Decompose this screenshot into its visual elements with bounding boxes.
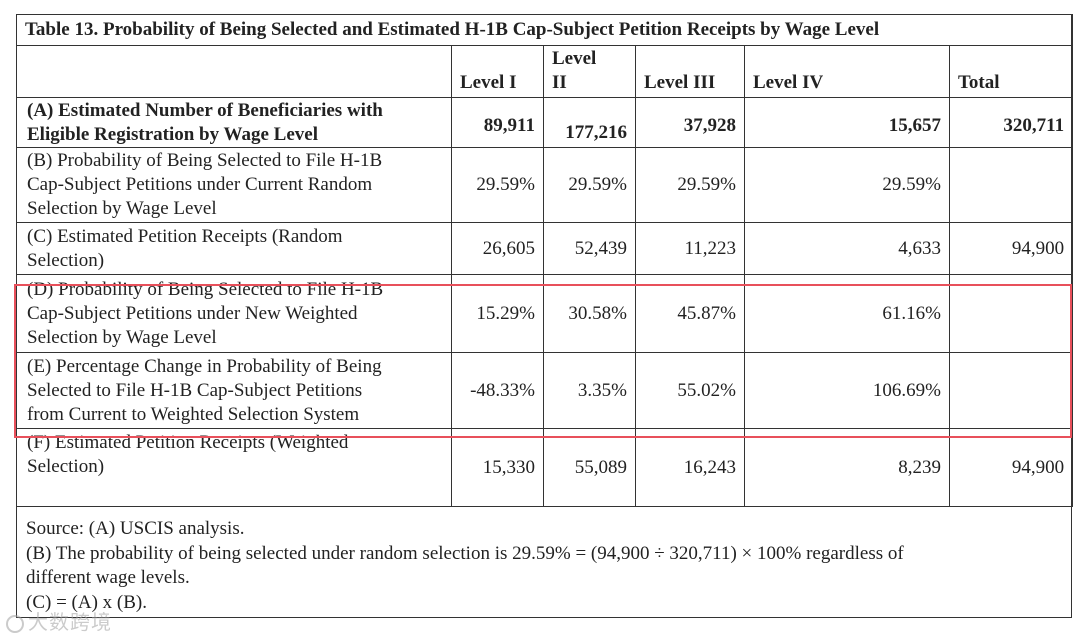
cell-level-1: 89,911 <box>451 97 544 148</box>
row-label-line: (F) Estimated Petition Receipts (Weighte… <box>27 432 349 453</box>
header-row: Level I Level II Level III Level IV Tota… <box>16 45 1074 98</box>
header-level-2-line2: II <box>552 72 567 93</box>
cell-level-1: 26,605 <box>451 222 544 275</box>
row-label-line: (A) Estimated Number of Beneficiaries wi… <box>27 99 383 121</box>
cell-level-2: 29.59% <box>543 147 636 223</box>
cell-total <box>948 274 1074 353</box>
wage-level-table: Table 13. Probability of Being Selected … <box>15 14 1074 507</box>
source-note-line: Source: (A) USCIS analysis. <box>26 518 245 539</box>
row-label-line: Cap-Subject Petitions under Current Rand… <box>27 174 373 195</box>
cell-total: 320,711 <box>948 97 1074 148</box>
table-row-d: (D) Probability of Being Selected to Fil… <box>16 274 1074 353</box>
header-level-4: Level IV <box>744 45 950 98</box>
cell-level-2: 177,216 <box>543 97 636 148</box>
table-title: Table 13. Probability of Being Selected … <box>15 14 1074 46</box>
row-label-line: Selected to File H-1B Cap-Subject Petiti… <box>27 379 363 401</box>
row-label-line: (C) Estimated Petition Receipts (Random <box>27 225 343 247</box>
header-level-1: Level I <box>451 45 544 98</box>
cell-level-4: 106.69% <box>744 352 950 429</box>
source-notes: Source: (A) USCIS analysis. (B) The prob… <box>26 517 1056 615</box>
header-empty <box>16 45 452 98</box>
row-label-line: from Current to Weighted Selection Syste… <box>27 403 360 425</box>
table-row-f: (F) Estimated Petition Receipts (Weighte… <box>16 428 1074 507</box>
cell-level-4: 61.16% <box>744 274 950 353</box>
row-label: (C) Estimated Petition Receipts (Random … <box>16 222 452 275</box>
cell-level-1: 15,330 <box>451 428 544 507</box>
table-row-e: (E) Percentage Change in Probability of … <box>16 352 1074 429</box>
row-label-line: (D) Probability of Being Selected to Fil… <box>27 278 384 300</box>
cell-level-4: 29.59% <box>744 147 950 223</box>
cell-level-4: 15,657 <box>744 97 950 148</box>
row-label: (D) Probability of Being Selected to Fil… <box>16 274 452 353</box>
watermark: 大数跨境 <box>6 606 112 635</box>
cell-level-4: 4,633 <box>744 222 950 275</box>
cell-level-3: 29.59% <box>635 147 745 223</box>
row-label-line: (B) Probability of Being Selected to Fil… <box>27 150 383 171</box>
table-row-c: (C) Estimated Petition Receipts (Random … <box>16 222 1074 275</box>
source-note-line: different wage levels. <box>26 567 190 588</box>
cell-level-2: 52,439 <box>543 222 636 275</box>
cell-level-3: 55.02% <box>635 352 745 429</box>
cell-level-3: 37,928 <box>635 97 745 148</box>
cell-total: 94,900 <box>948 222 1074 275</box>
cell-level-3: 16,243 <box>635 428 745 507</box>
cell-level-4: 8,239 <box>744 428 950 507</box>
header-level-2-line1: Level <box>552 48 597 69</box>
row-label-line: Cap-Subject Petitions under New Weighted <box>27 302 358 324</box>
cell-level-2: 30.58% <box>543 274 636 353</box>
cell-total <box>948 147 1074 223</box>
watermark-text: 大数跨境 <box>28 610 112 634</box>
row-label-line: Eligible Registration by Wage Level <box>27 123 318 145</box>
header-level-3: Level III <box>635 45 745 98</box>
cell-level-3: 11,223 <box>635 222 745 275</box>
cell-total: 94,900 <box>948 428 1074 507</box>
cell-level-1: -48.33% <box>451 352 544 429</box>
cell-level-2: 55,089 <box>543 428 636 507</box>
row-label-line: (E) Percentage Change in Probability of … <box>27 355 382 377</box>
table-row-b: (B) Probability of Being Selected to Fil… <box>16 147 1074 223</box>
row-label-line: Selection) <box>27 456 105 477</box>
cell-level-1: 29.59% <box>451 147 544 223</box>
row-label-line: Selection) <box>27 249 105 271</box>
cell-level-3: 45.87% <box>635 274 745 353</box>
row-label: (B) Probability of Being Selected to Fil… <box>16 147 452 223</box>
header-level-2: Level II <box>543 45 636 98</box>
cell-total <box>948 352 1074 429</box>
source-note-line: (C) = (A) x (B). <box>26 591 147 613</box>
header-total: Total <box>948 45 1074 98</box>
watermark-logo-icon <box>6 614 24 633</box>
row-label: (A) Estimated Number of Beneficiaries wi… <box>16 97 452 148</box>
table-row-a: (A) Estimated Number of Beneficiaries wi… <box>16 97 1074 148</box>
row-label: (F) Estimated Petition Receipts (Weighte… <box>16 428 452 507</box>
source-note-line: (B) The probability of being selected un… <box>26 542 904 564</box>
cell-level-2: 3.35% <box>543 352 636 429</box>
row-label-line: Selection by Wage Level <box>27 198 217 219</box>
cell-level-1: 15.29% <box>451 274 544 353</box>
row-label: (E) Percentage Change in Probability of … <box>16 352 452 429</box>
row-label-line: Selection by Wage Level <box>27 326 217 348</box>
